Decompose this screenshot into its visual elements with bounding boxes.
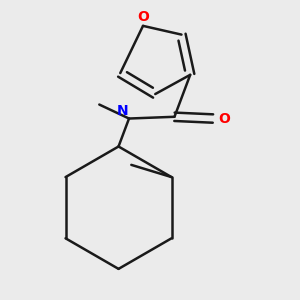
Text: N: N (117, 104, 128, 118)
Text: O: O (137, 10, 149, 24)
Text: O: O (218, 112, 230, 125)
